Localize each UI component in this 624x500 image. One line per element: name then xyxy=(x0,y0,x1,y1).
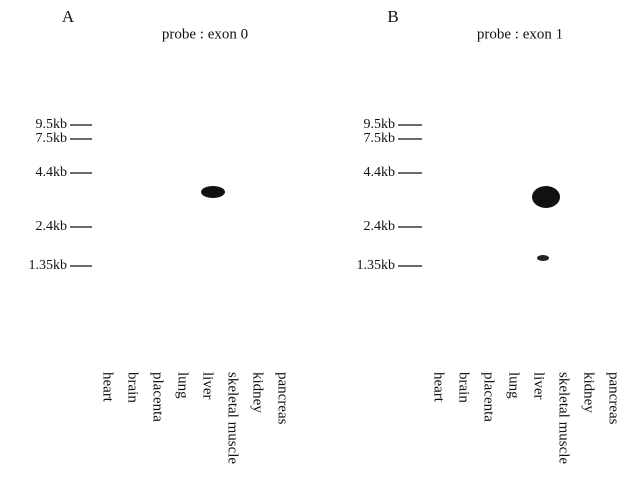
panel-label: B xyxy=(387,7,398,26)
band xyxy=(537,255,549,261)
lane-label: heart xyxy=(100,372,116,403)
band xyxy=(201,186,225,198)
lane-label: lung xyxy=(175,372,191,399)
size-marker: 1.35kb xyxy=(357,258,396,273)
size-marker: 2.4kb xyxy=(364,219,396,234)
panel-label: A xyxy=(62,7,75,26)
size-marker: 4.4kb xyxy=(36,165,68,180)
size-marker: 7.5kb xyxy=(364,131,396,146)
lane-label: heart xyxy=(431,372,447,403)
lane-label: pancreas xyxy=(606,372,622,425)
lane-label: lung xyxy=(506,372,522,399)
lane-label: skeletal muscle xyxy=(225,372,241,464)
band xyxy=(532,186,560,208)
lane-label: placenta xyxy=(481,372,497,422)
size-marker: 7.5kb xyxy=(36,131,68,146)
lane-label: kidney xyxy=(250,372,266,413)
probe-title: probe : exon 0 xyxy=(162,26,248,42)
size-marker: 2.4kb xyxy=(36,219,68,234)
size-marker: 9.5kb xyxy=(36,117,68,132)
probe-title: probe : exon 1 xyxy=(477,26,563,42)
lane-label: liver xyxy=(531,372,547,400)
lane-label: brain xyxy=(125,372,141,403)
background xyxy=(0,0,624,500)
lane-label: placenta xyxy=(150,372,166,422)
size-marker: 4.4kb xyxy=(364,165,396,180)
lane-label: brain xyxy=(456,372,472,403)
size-marker: 1.35kb xyxy=(29,258,68,273)
lane-label: pancreas xyxy=(275,372,291,425)
lane-label: liver xyxy=(200,372,216,400)
size-marker: 9.5kb xyxy=(364,117,396,132)
lane-label: kidney xyxy=(581,372,597,413)
blot-figure: Aprobe : exon 09.5kb7.5kb4.4kb2.4kb1.35k… xyxy=(0,0,624,500)
lane-label: skeletal muscle xyxy=(556,372,572,464)
